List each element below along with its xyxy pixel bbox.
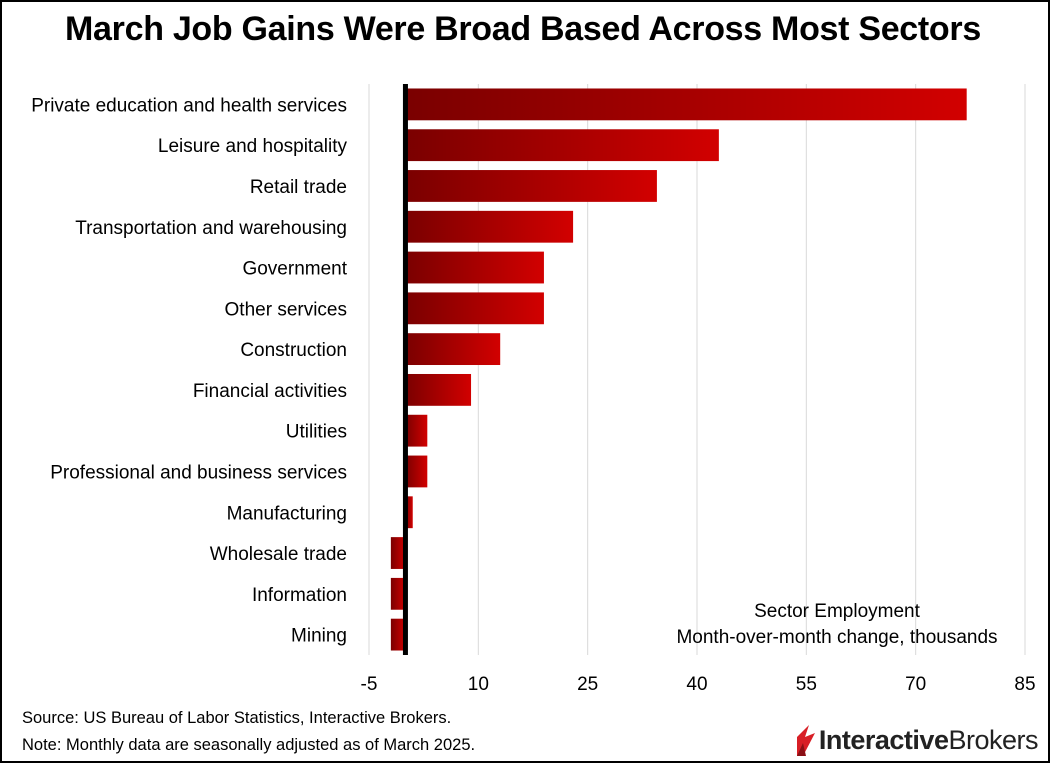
x-tick-label: 70 [905,674,926,695]
x-tick-label: 10 [468,674,489,695]
bar [405,170,657,202]
category-label: Manufacturing [227,503,347,524]
category-label: Utilities [286,422,347,443]
annotation-line-1: Sector Employment [754,601,921,622]
category-label: Government [242,259,347,280]
bar [405,455,428,488]
bar [405,251,544,284]
bar [405,88,967,121]
category-label: Wholesale trade [210,544,347,565]
x-tick-label: 85 [1014,674,1035,695]
chart-title: March Job Gains Were Broad Based Across … [65,10,981,48]
bar [405,373,472,406]
bar [405,292,544,325]
source-note: Source: US Bureau of Labor Statistics, I… [22,709,452,727]
x-tick-label: 55 [796,674,817,695]
annotation-line-2: Month-over-month change, thousands [676,627,997,648]
category-label: Financial activities [193,381,347,402]
bar [405,496,413,529]
bar [390,618,406,651]
category-label: Professional and business services [50,462,347,483]
x-tick-label: 40 [686,674,707,695]
footnote: Note: Monthly data are seasonally adjust… [22,736,476,754]
interactive-brokers-logo: InteractiveBrokers [793,720,1038,760]
bar [405,129,719,162]
category-label: Information [252,585,347,606]
brand-wordmark: InteractiveBrokers [818,724,1039,755]
bar [390,537,406,569]
category-label: Private education and health services [31,95,347,116]
category-label: Transportation and warehousing [75,218,347,239]
category-label: Construction [240,340,347,361]
category-label: Mining [291,626,347,647]
bar [405,333,501,366]
category-label: Other services [225,299,347,320]
x-tick-label: 25 [577,674,598,695]
category-label: Leisure and hospitality [158,136,348,157]
bar [390,577,406,610]
bar [405,414,428,447]
x-tick-label: -5 [361,674,378,695]
brand-flame-icon [796,725,815,756]
bar [405,210,574,243]
category-label: Retail trade [250,177,347,198]
